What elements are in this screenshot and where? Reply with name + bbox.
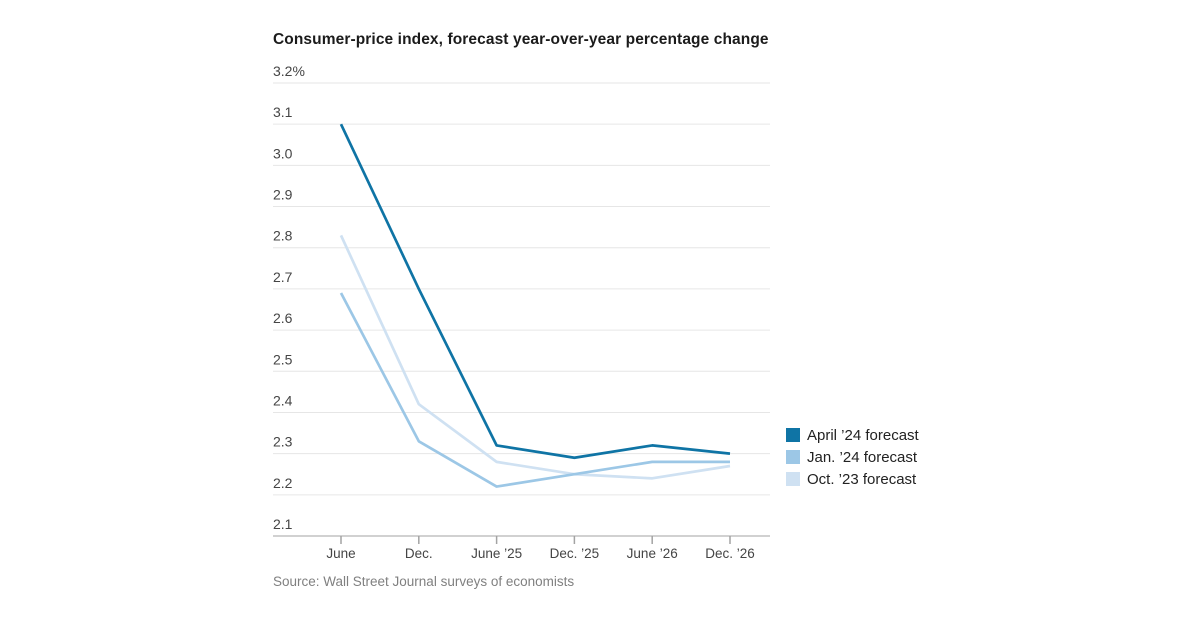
x-axis-label-2: June ’25 [471,546,522,561]
series-line-jan-24-forecast [339,292,730,488]
legend-item-april-24: April ’24 forecast [786,424,919,446]
y-axis-label-2.8: 2.8 [273,228,293,244]
y-axis-label-2.3: 2.3 [273,434,293,450]
legend-item-oct-23: Oct. ’23 forecast [786,468,919,490]
y-axis-label-3.1: 3.1 [273,104,293,120]
legend-item-jan-24: Jan. ’24 forecast [786,446,919,468]
legend-swatch-jan-24 [786,450,800,464]
source-note: Source: Wall Street Journal surveys of e… [273,574,575,589]
legend-swatch-april-24 [786,428,800,442]
legend-label-oct-23: Oct. ’23 forecast [807,470,917,488]
series-line-april-24-forecast [339,123,731,460]
y-axis-label-2.1: 2.1 [273,516,293,532]
x-axis-label-5: Dec. ’26 [705,546,755,561]
chart-title: Consumer-price index, forecast year-over… [273,31,769,48]
y-axis-label-2.4: 2.4 [273,392,293,408]
x-axis-label-3: Dec. ’25 [550,546,600,561]
y-axis-label-2.9: 2.9 [273,187,293,203]
x-axis-label-0: June [326,546,355,561]
legend-label-april-24: April ’24 forecast [807,426,919,444]
legend-label-jan-24: Jan. ’24 forecast [807,448,918,466]
y-axis-label-2.2: 2.2 [273,475,293,491]
y-axis-label-3.0: 3.0 [273,145,293,161]
y-axis-label-2.5: 2.5 [273,351,293,367]
y-axis-label-2.7: 2.7 [273,269,293,285]
x-axis-label-1: Dec. [405,546,433,561]
x-axis-label-4: June ’26 [627,546,678,561]
legend: April ’24 forecast Jan. ’24 forecast Oct… [786,424,919,490]
legend-swatch-oct-23 [786,472,800,486]
series-line-oct-23-forecast [339,234,731,480]
y-axis-label-3.2: 3.2% [273,63,305,79]
y-axis-label-2.6: 2.6 [273,310,293,326]
